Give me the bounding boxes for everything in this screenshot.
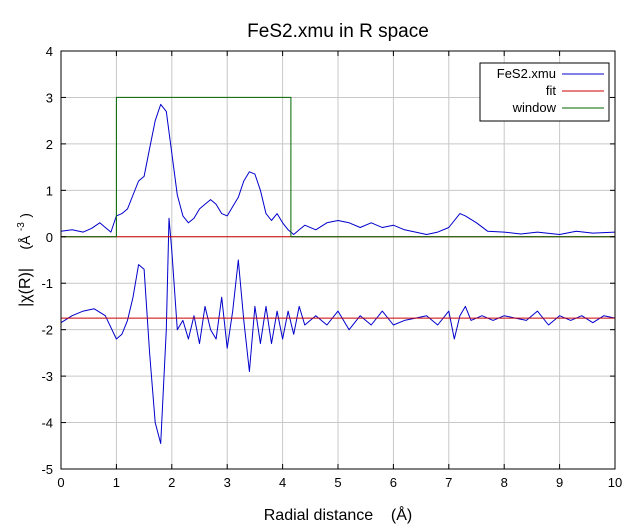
series-group <box>60 96 616 444</box>
y-axis-title: |χ(R)| (Å -3 ) <box>11 213 34 307</box>
x-tick-labels: 0 1 2 3 4 5 6 7 8 9 10 <box>57 475 622 490</box>
x-tick-label: 9 <box>556 475 563 490</box>
legend: FeS2.xmu fit window <box>479 62 610 122</box>
y-axis-title-unit-close: ) <box>17 213 33 218</box>
ticks <box>60 50 616 470</box>
y-tick-label: -3 <box>41 369 53 384</box>
x-tick-label: 2 <box>168 475 175 490</box>
x-tick-label: 0 <box>57 475 64 490</box>
y-tick-label: -4 <box>41 416 53 431</box>
x-tick-label: 3 <box>224 475 231 490</box>
y-tick-label: 3 <box>46 90 53 105</box>
y-tick-label: 0 <box>46 230 53 245</box>
legend-label-window: window <box>512 100 557 115</box>
y-axis-title-unit: (Å <box>17 235 33 250</box>
y-tick-label: -2 <box>41 323 53 338</box>
x-axis-title: Radial distance (Å) <box>264 505 413 524</box>
y-tick-label: 1 <box>46 183 53 198</box>
y-tick-label: 4 <box>46 44 53 59</box>
y-tick-label: 2 <box>46 137 53 152</box>
series-line-window <box>61 96 615 238</box>
y-axis-title-main: |χ(R)| <box>17 268 34 307</box>
series-line-fes2-xmu-real <box>60 217 616 444</box>
x-tick-label: 1 <box>113 475 120 490</box>
legend-label-fit: fit <box>546 83 557 98</box>
legend-label-fes2: FeS2.xmu <box>497 66 556 81</box>
x-tick-label: 4 <box>279 475 286 490</box>
x-tick-label: 6 <box>390 475 397 490</box>
y-tick-labels: -5 -4 -3 -2 -1 0 1 2 3 4 <box>41 44 53 477</box>
series-line-fes2-xmu-magnitude <box>60 103 616 235</box>
x-tick-label: 5 <box>334 475 341 490</box>
chart-title: FeS2.xmu in R space <box>247 21 429 42</box>
y-tick-label: -5 <box>41 462 53 477</box>
legend-box <box>479 62 610 122</box>
y-axis-title-unit-exponent: -3 <box>16 222 27 231</box>
svg-text:|χ(R)| (Å -3: |χ(R)| (Å -3 ) <box>11 213 34 307</box>
y-tick-label: -1 <box>41 276 53 291</box>
x-tick-label: 8 <box>501 475 508 490</box>
x-tick-label: 10 <box>608 475 622 490</box>
x-tick-label: 7 <box>445 475 452 490</box>
